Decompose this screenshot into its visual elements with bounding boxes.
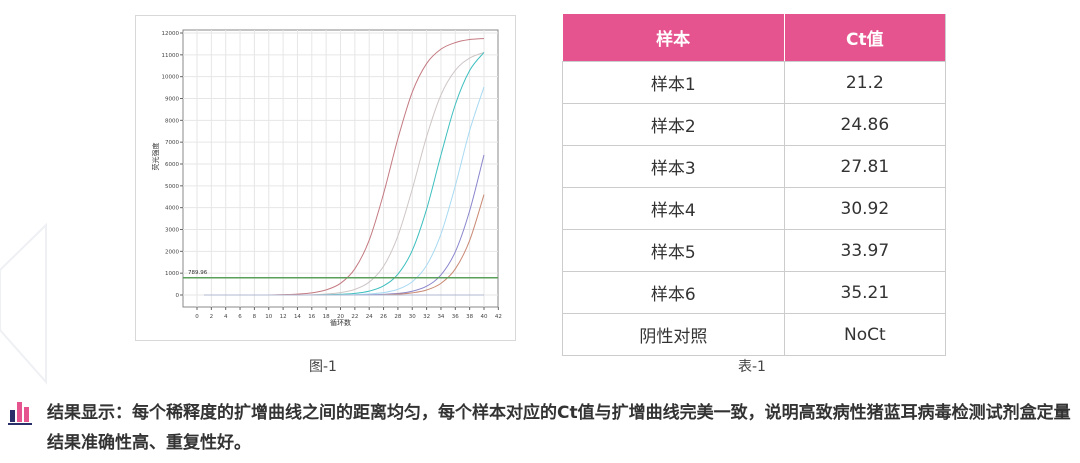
- x-tick-label: 36: [452, 314, 459, 320]
- x-tick-label: 34: [437, 314, 444, 320]
- x-tick-label: 4: [224, 314, 228, 320]
- x-tick-label: 32: [423, 314, 430, 320]
- table-header-row: 样本 Ct值: [562, 14, 947, 62]
- ct-value-cell: NoCt: [783, 313, 947, 356]
- x-tick-label: 10: [265, 314, 272, 320]
- sample-name-cell: 样本5: [562, 229, 785, 272]
- sample-name-cell: 样本3: [562, 145, 785, 188]
- y-axis-label: 荧光强度: [151, 143, 160, 171]
- ct-value-cell: 24.86: [783, 103, 947, 146]
- table-row: 样本5 33.97: [562, 229, 947, 272]
- conclusion-text: 结果显示：每个稀释度的扩增曲线之间的距离均匀，每个样本对应的Ct值与扩增曲线完美…: [47, 403, 1071, 453]
- ct-value-cell: 30.92: [783, 187, 947, 230]
- decorative-triangle: [0, 222, 47, 385]
- y-tick-label: 6000: [165, 162, 179, 168]
- y-tick-label: 11000: [162, 53, 180, 59]
- table-row: 样本2 24.86: [562, 103, 947, 146]
- y-tick-label: 4000: [165, 206, 179, 212]
- y-tick-label: 12000: [162, 31, 180, 37]
- x-axis-label: 循环数: [330, 318, 351, 327]
- x-tick-label: 40: [481, 314, 488, 320]
- sample-name-cell: 样本1: [562, 61, 785, 104]
- y-tick-label: 2000: [165, 249, 179, 255]
- x-tick-label: 0: [195, 314, 199, 320]
- threshold-label: 789.96: [188, 270, 208, 276]
- table-row: 阴性对照 NoCt: [562, 313, 947, 356]
- ct-value-cell: 27.81: [783, 145, 947, 188]
- x-tick-label: 26: [380, 314, 387, 320]
- y-tick-label: 9000: [165, 97, 179, 103]
- header-ct: Ct值: [784, 14, 947, 62]
- ct-value-cell: 33.97: [783, 229, 947, 272]
- y-tick-label: 7000: [165, 140, 179, 146]
- x-tick-label: 18: [323, 314, 330, 320]
- table-row: 样本4 30.92: [562, 187, 947, 230]
- sample-name-cell: 样本6: [562, 271, 785, 314]
- x-tick-label: 20: [337, 314, 344, 320]
- x-tick-label: 8: [253, 314, 257, 320]
- amplification-chart: 0 2 4 6 8 10 12 14 16 18 20 22 24 26 28 30 32 34 36 38 40 420…: [151, 29, 502, 327]
- x-tick-label: 30: [409, 314, 416, 320]
- sample-name-cell: 样本4: [562, 187, 785, 230]
- y-tick-label: 5000: [165, 184, 179, 190]
- ct-table: 样本 Ct值 样本1 21.2 样本2 24.86 样本3 27.81 样本4 30.92 样本…: [562, 14, 947, 356]
- x-tick-label: 42: [495, 314, 502, 320]
- sample-name-cell: 阴性对照: [562, 313, 785, 356]
- y-tick-label: 0: [176, 293, 180, 299]
- x-tick-label: 22: [351, 314, 358, 320]
- x-tick-label: 28: [394, 314, 401, 320]
- y-tick-label: 1000: [165, 271, 179, 277]
- bar-chart-icon: [8, 402, 32, 425]
- x-tick-label: 2: [210, 314, 214, 320]
- x-tick-label: 6: [238, 314, 242, 320]
- header-sample: 样本: [562, 14, 785, 62]
- x-tick-label: 16: [308, 314, 315, 320]
- x-tick-label: 12: [280, 314, 287, 320]
- x-tick-label: 24: [366, 314, 373, 320]
- x-tick-label: 38: [466, 314, 473, 320]
- y-tick-label: 10000: [162, 75, 180, 81]
- y-tick-label: 3000: [165, 228, 179, 234]
- table-row: 样本3 27.81: [562, 145, 947, 188]
- y-tick-label: 8000: [165, 118, 179, 124]
- table-row: 样本1 21.2: [562, 61, 947, 104]
- figure-caption: 图-1: [309, 359, 337, 375]
- sample-name-cell: 样本2: [562, 103, 785, 146]
- ct-value-cell: 21.2: [783, 61, 947, 104]
- table-row: 样本6 35.21: [562, 271, 947, 314]
- ct-value-cell: 35.21: [783, 271, 947, 314]
- chart-frame: [135, 15, 516, 341]
- table-caption: 表-1: [738, 359, 766, 375]
- x-tick-label: 14: [294, 314, 301, 320]
